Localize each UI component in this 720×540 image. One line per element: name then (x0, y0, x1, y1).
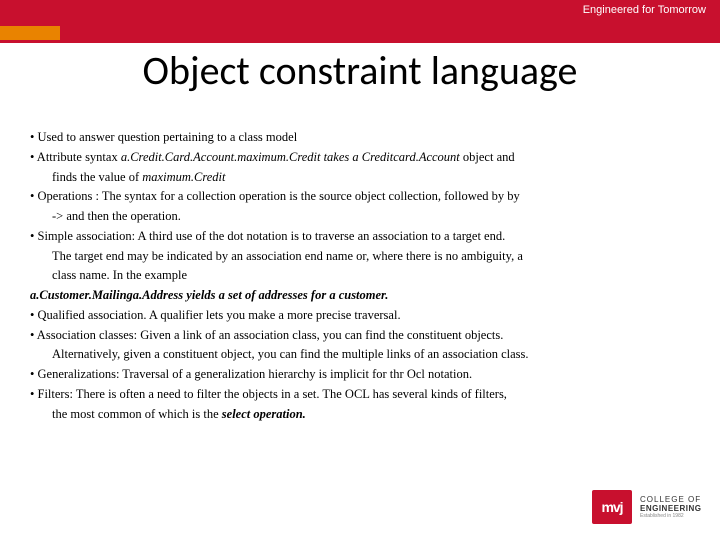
header-tagline: Engineered for Tomorrow (583, 4, 706, 16)
bullet-item: • Simple association: A third use of the… (30, 227, 690, 246)
bullet-continuation: -> and then the operation. (30, 207, 690, 226)
bullet-continuation: The target end may be indicated by an as… (30, 247, 690, 266)
bullet-item: • Generalizations: Traversal of a genera… (30, 365, 690, 384)
text: object and (460, 150, 515, 164)
bullet-item: • Operations : The syntax for a collecti… (30, 187, 690, 206)
emphasis-text: select operation. (222, 407, 306, 421)
accent-bar (0, 26, 60, 40)
italic-text: maximum.Credit (142, 170, 225, 184)
text: finds the value of (52, 170, 142, 184)
italic-text: a.Credit.Card.Account.maximum.Credit tak… (121, 150, 460, 164)
header-underline (0, 40, 720, 43)
logo-text: COLLEGE OF ENGINEERING Established in 19… (640, 495, 702, 519)
bullet-continuation: Alternatively, given a constituent objec… (30, 345, 690, 364)
page-title: Object constraint language (0, 46, 720, 95)
bullet-item: • Used to answer question pertaining to … (30, 128, 690, 147)
header-bar: Engineered for Tomorrow (0, 0, 720, 26)
text: the most common of which is the (52, 407, 222, 421)
header-bar-lower (60, 26, 720, 40)
bullet-item: • Association classes: Given a link of a… (30, 326, 690, 345)
bullet-item: • Attribute syntax a.Credit.Card.Account… (30, 148, 690, 167)
bullet-item: • Qualified association. A qualifier let… (30, 306, 690, 325)
bullet-continuation: class name. In the example (30, 266, 690, 285)
logo-line: ENGINEERING (640, 504, 702, 513)
logo-line: COLLEGE OF (640, 495, 702, 504)
bullet-item: a.Customer.Mailinga.Address yields a set… (30, 286, 690, 305)
logo-mark: mvj (592, 490, 632, 524)
main-content: • Used to answer question pertaining to … (30, 128, 690, 424)
bullet-continuation: the most common of which is the select o… (30, 405, 690, 424)
text: • Attribute syntax (30, 150, 121, 164)
footer-logo: mvj COLLEGE OF ENGINEERING Established i… (592, 490, 702, 528)
logo-line: Established in 1982 (640, 513, 702, 519)
bullet-continuation: finds the value of maximum.Credit (30, 168, 690, 187)
bullet-item: • Filters: There is often a need to filt… (30, 385, 690, 404)
